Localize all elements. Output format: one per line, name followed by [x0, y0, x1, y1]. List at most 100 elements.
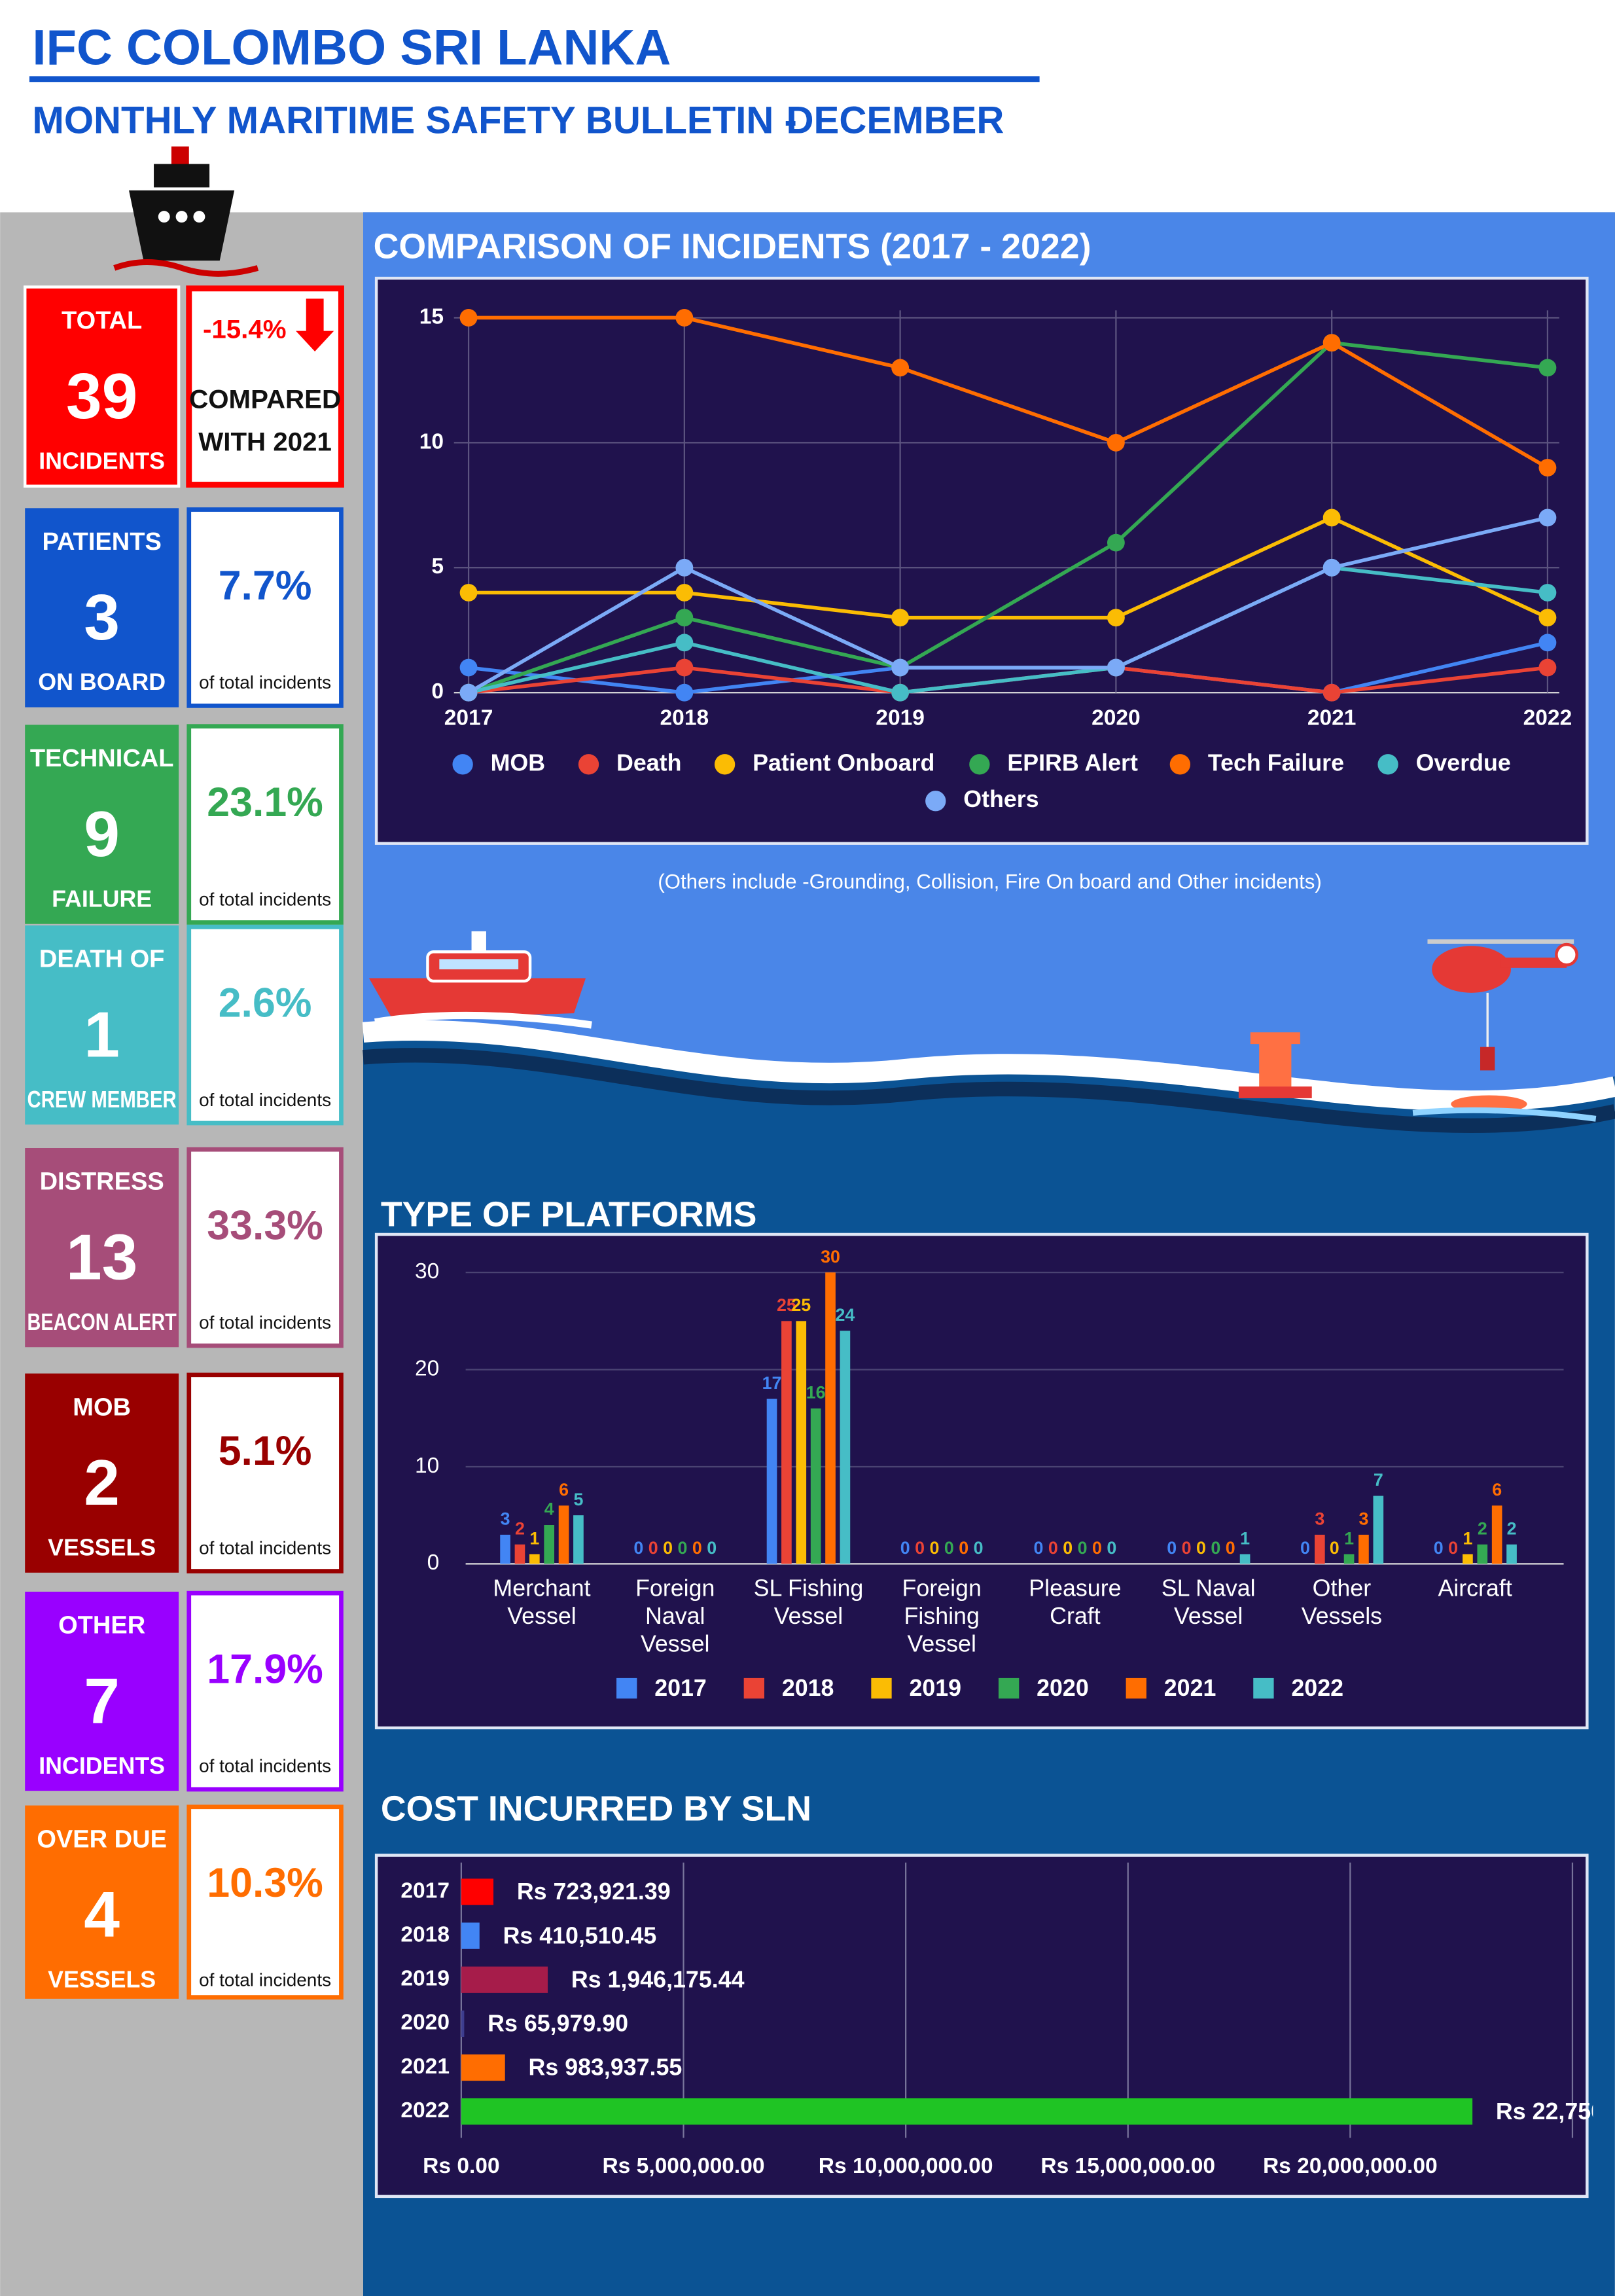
y-tick-label: 0: [431, 679, 444, 704]
card-label: INCIDENTS: [39, 448, 165, 474]
series-line: [467, 516, 1548, 694]
data-label: 0: [1107, 1538, 1116, 1558]
chart-note: (Others include -Grounding, Collision, F…: [658, 870, 1322, 893]
legend-label: 2021: [1164, 1675, 1216, 1701]
card-fill: [25, 1373, 179, 1573]
data-label: 0: [1196, 1538, 1206, 1558]
data-label: Rs 65,979.90: [488, 2011, 628, 2037]
data-point: [675, 558, 694, 577]
data-point: [891, 609, 910, 627]
card-label: VESSELS: [48, 1966, 156, 1992]
data-label: 0: [648, 1538, 658, 1558]
data-label: Rs 723,921.39: [517, 1878, 671, 1905]
series-line: [469, 315, 1549, 469]
bar: [461, 2098, 1473, 2125]
bar: [461, 2054, 505, 2081]
bar: [573, 1515, 584, 1564]
bar: [544, 1525, 555, 1564]
card-note: WITH 2021: [198, 427, 332, 457]
data-label: 3: [501, 1509, 510, 1529]
card-box: [186, 1147, 344, 1348]
series-line: [468, 565, 1548, 695]
card-number: 39: [66, 360, 137, 432]
card-percent: 17.9%: [207, 1646, 323, 1692]
card-note: of total incidents: [199, 889, 331, 909]
legend-marker: [1126, 1677, 1146, 1699]
data-point: [891, 683, 910, 702]
card-note: of total incidents: [199, 672, 331, 692]
card-number: 9: [84, 798, 120, 870]
card-fill: [25, 725, 179, 924]
data-point: [1107, 533, 1125, 552]
card-number: 13: [66, 1221, 137, 1293]
card-label: DISTRESS: [40, 1168, 164, 1196]
data-label: 0: [677, 1538, 687, 1558]
legend-label: Death: [616, 749, 681, 776]
bar: [1343, 1554, 1355, 1564]
legend-marker: [714, 754, 736, 775]
y-tick-label: 5: [431, 554, 444, 579]
card-fill: [23, 285, 181, 488]
y-tick-label: 15: [419, 304, 444, 329]
data-label: 2: [1507, 1518, 1517, 1538]
data-label: 0: [930, 1538, 940, 1558]
data-point: [459, 683, 478, 702]
data-label: 0: [1434, 1538, 1444, 1558]
data-point: [1107, 609, 1125, 627]
header-month: DECEMBER: [787, 99, 1004, 141]
card-label: TECHNICAL: [30, 745, 174, 772]
series-line: [468, 340, 1548, 694]
data-point: [1538, 634, 1557, 652]
x-tick-label: Foreign Naval Vessel: [635, 1575, 715, 1657]
card-note: of total incidents: [199, 1090, 331, 1110]
data-label: 0: [900, 1538, 910, 1558]
card-box: [186, 1372, 344, 1573]
x-tick-label: 2021: [1307, 706, 1357, 730]
data-point: [1322, 683, 1341, 702]
data-label: Rs 1,946,175.44: [571, 1966, 745, 1992]
data-label: 6: [559, 1480, 569, 1499]
data-label: Rs 983,937.55: [529, 2054, 683, 2081]
bar: [1477, 1544, 1488, 1564]
data-label: 1: [529, 1528, 539, 1548]
y-tick-label: 2018: [400, 1922, 450, 1946]
card-box: [186, 507, 344, 708]
data-label: 0: [1078, 1538, 1088, 1558]
card-fill: [25, 508, 179, 708]
data-label: 16: [806, 1383, 826, 1403]
data-point: [675, 309, 694, 327]
chart-box: [374, 1854, 1589, 2198]
card-number: 4: [84, 1878, 120, 1950]
data-point: [459, 584, 478, 601]
buoy-illustration: [1238, 1032, 1312, 1098]
data-point: [675, 634, 694, 652]
data-label: 0: [944, 1538, 954, 1558]
x-tick-label: SL Fishing Vessel: [754, 1575, 864, 1630]
legend-marker: [1377, 754, 1398, 775]
data-label: 2: [515, 1518, 525, 1538]
header-title: IFC COLOMBO SRI LANKA: [32, 20, 671, 75]
card-label: VESSELS: [48, 1534, 156, 1560]
data-point: [675, 658, 694, 677]
bar-group: Rs 723,921.39 Rs 410,510.45 Rs 1,946,175.4…: [461, 1878, 1593, 2125]
data-label: 1: [1240, 1528, 1250, 1548]
bar: [461, 2010, 465, 2037]
card-note: of total incidents: [199, 1969, 331, 1990]
data-label: 0: [1182, 1538, 1192, 1558]
card-box: [186, 924, 344, 1126]
card-number: 1: [84, 998, 120, 1070]
data-label: Rs 410,510.45: [503, 1922, 657, 1948]
chart-title: COMPARISON OF INCIDENTS (2017 - 2022): [374, 227, 1091, 266]
data-label: 25: [777, 1295, 796, 1315]
data-label: 1: [1344, 1528, 1354, 1548]
card-label: ON BOARD: [38, 669, 166, 695]
legend-marker: [998, 1677, 1020, 1699]
legend-marker: [743, 1677, 765, 1699]
y-tick-label: 2017: [400, 1878, 450, 1903]
data-point: [1322, 334, 1341, 352]
chart-title: TYPE OF PLATFORMS: [381, 1194, 757, 1234]
data-label: 0: [915, 1538, 925, 1558]
data-point: [675, 683, 694, 702]
data-label: 5: [573, 1490, 583, 1509]
card-percent: 5.1%: [219, 1428, 312, 1474]
